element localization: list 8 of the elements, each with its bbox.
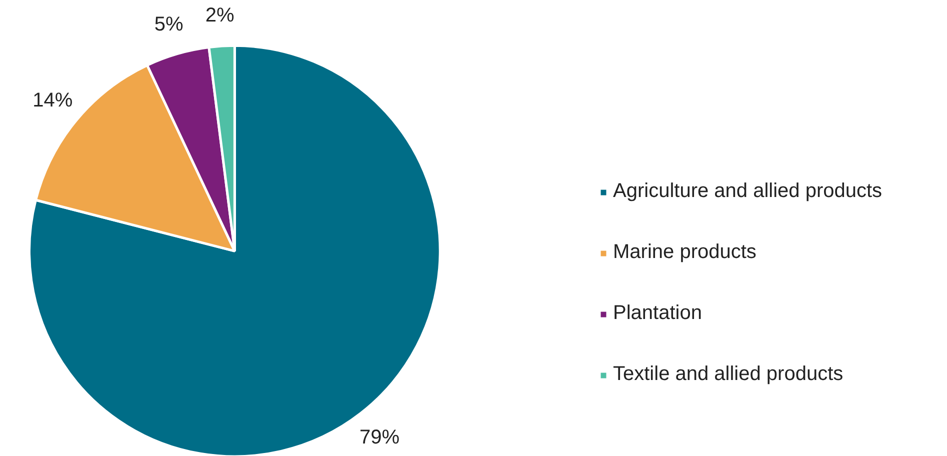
legend-label: Plantation bbox=[613, 302, 702, 325]
legend-label: Marine products bbox=[613, 241, 756, 264]
data-label: 5% bbox=[154, 13, 184, 36]
data-label: 2% bbox=[205, 4, 235, 26]
legend-label: Textile and allied products bbox=[613, 363, 844, 386]
data-label: 14% bbox=[32, 90, 73, 112]
legend-label: Agriculture and allied products bbox=[613, 180, 882, 203]
data-label: 79% bbox=[359, 426, 400, 449]
